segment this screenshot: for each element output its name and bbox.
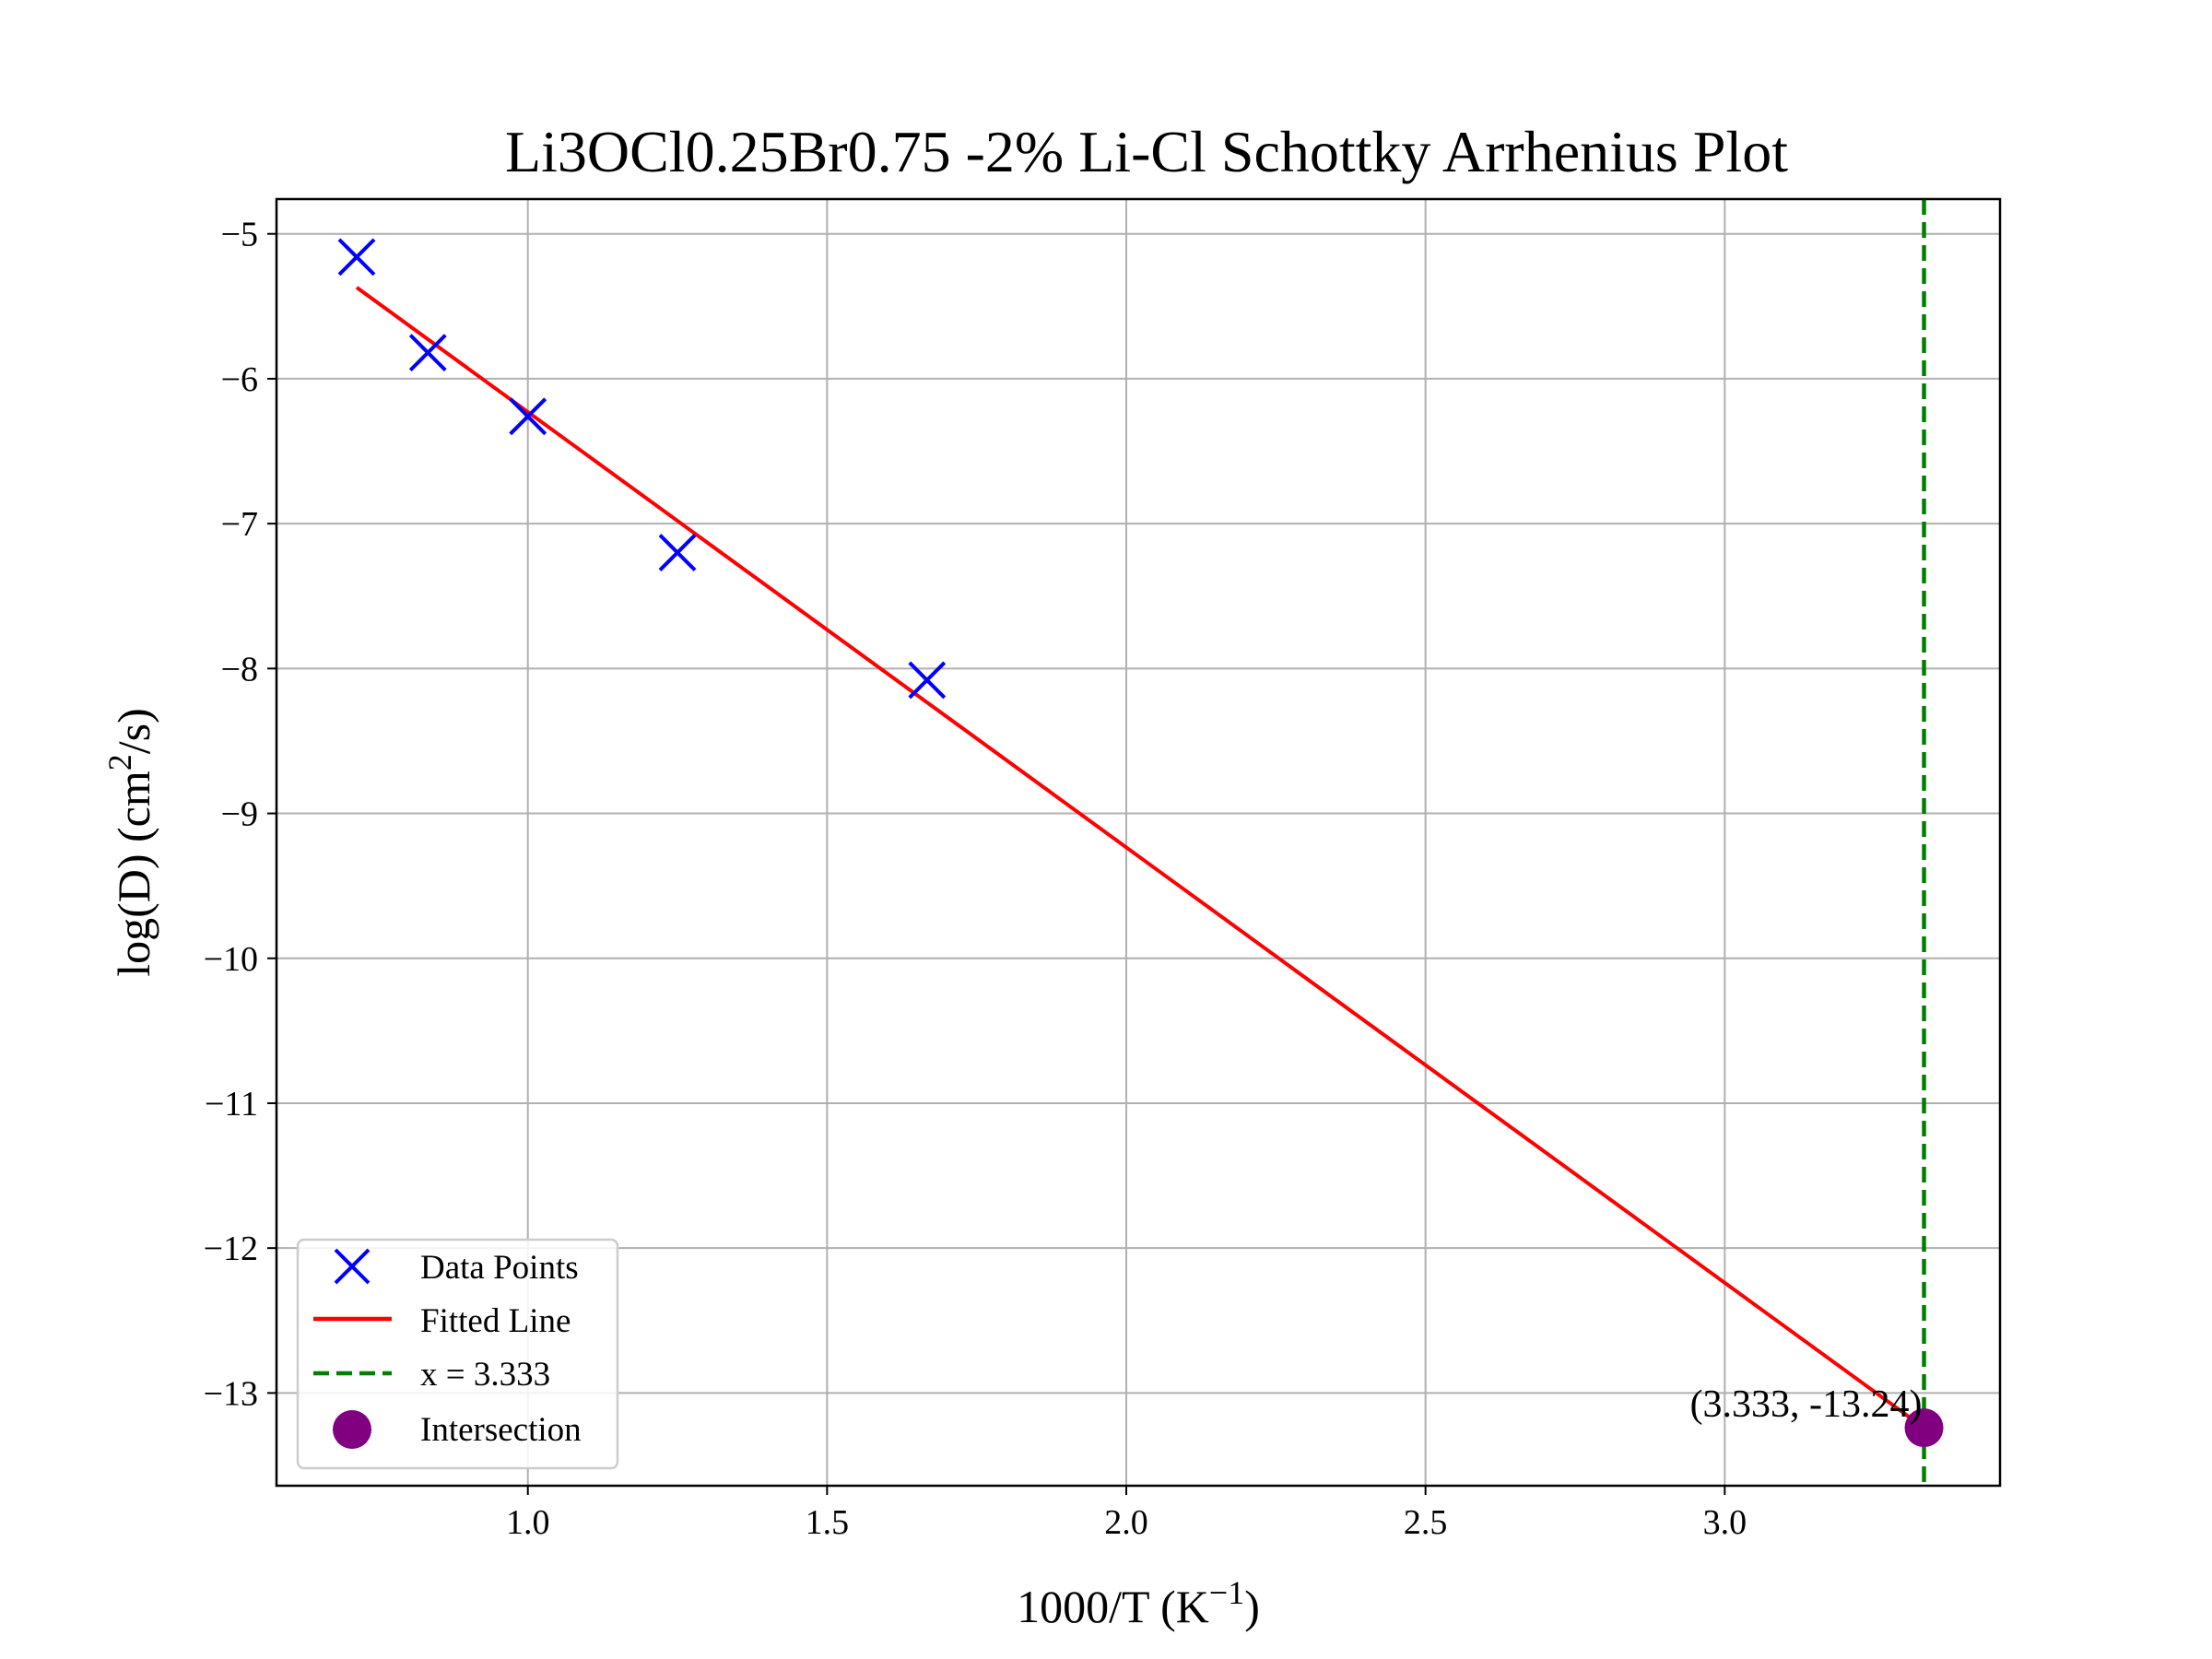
data-point-marker	[658, 534, 697, 571]
y-tick-label: −5	[221, 216, 258, 254]
y-axis-label-sup: 2	[101, 754, 138, 771]
y-tick-label: −9	[221, 795, 258, 834]
x-axis-label-sup: −1	[1209, 1574, 1244, 1611]
x-tick-label: 2.5	[1404, 1503, 1448, 1542]
data-point-stroke	[337, 238, 376, 276]
chart-title: Li3OCl0.25Br0.75 -2% Li-Cl Schottky Arrh…	[505, 119, 1788, 184]
y-tick-label: −11	[205, 1085, 258, 1124]
legend-label-vline: x = 3.333	[420, 1356, 550, 1394]
data-point-marker	[337, 238, 376, 276]
y-tick-label: −12	[204, 1230, 258, 1268]
y-tick-label: −7	[221, 505, 258, 544]
data-point-marker	[408, 334, 447, 372]
y-axis-label-tail: /s)	[108, 708, 159, 754]
y-tick-label: −6	[221, 360, 258, 399]
data-point-stroke	[509, 397, 547, 436]
x-axis-label: 1000/T (K−1)	[1017, 1574, 1260, 1632]
y-tick-label: −13	[204, 1374, 258, 1413]
x-axis-label-tail: )	[1244, 1581, 1260, 1632]
data-point-marker	[908, 661, 947, 700]
data-point-stroke	[908, 661, 947, 700]
legend-swatch-data-points	[334, 1248, 371, 1285]
data-point-marker	[509, 397, 547, 436]
plot-layer: (3.333, -13.24)	[337, 199, 1944, 1486]
legend-label-fitted-line: Fitted Line	[420, 1302, 571, 1340]
x-axis-label-base: 1000/T (K	[1017, 1581, 1209, 1632]
plot-frame	[275, 197, 2002, 1488]
x-tick-label: 1.5	[806, 1503, 850, 1542]
intersection-point	[1904, 1408, 1944, 1448]
fitted-line	[355, 286, 1925, 1430]
y-tick-label: −8	[221, 650, 258, 688]
legend-swatch-intersection	[333, 1410, 371, 1449]
y-tick-label: −10	[204, 940, 258, 979]
data-point-stroke	[408, 334, 447, 372]
legend-label-intersection: Intersection	[420, 1411, 582, 1449]
data-point-stroke	[658, 534, 697, 571]
y-axis-label-base: log(D) (cm	[108, 771, 159, 977]
x-tick-label: 3.0	[1703, 1503, 1747, 1542]
y-axis-label: log(D) (cm2/s)	[101, 708, 159, 977]
x-tick-label: 2.0	[1104, 1503, 1148, 1542]
intersection-annotation: (3.333, -13.24)	[1690, 1383, 1923, 1426]
grid-layer	[276, 199, 2000, 1486]
y-axis-label-group: log(D) (cm2/s)	[101, 708, 159, 977]
legend-frame	[296, 1238, 619, 1470]
legend: Data Points Fitted Line x = 3.333 Inters…	[296, 1238, 619, 1470]
legend-label-data-points: Data Points	[420, 1249, 579, 1287]
tick-layer: 1.0 1.5 2.0 2.5 3.0 −5 −6 −7 −8 −9 −10 −11 −12 −13	[204, 216, 1747, 1542]
x-tick-label: 1.0	[506, 1503, 550, 1542]
